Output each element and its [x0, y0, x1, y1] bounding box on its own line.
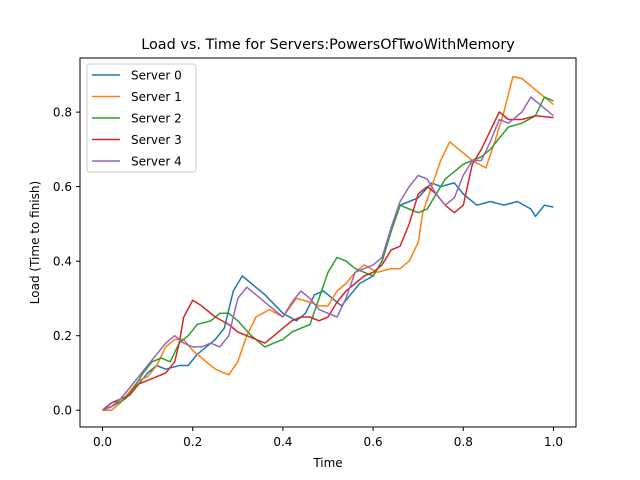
x-tick-label: 0.4: [273, 435, 292, 449]
x-tick-label: 0.2: [183, 435, 202, 449]
series-line-server-3: [102, 111, 554, 411]
y-axis-title: Load (Time to finish): [28, 181, 42, 304]
x-axis-title: Time: [312, 456, 342, 470]
x-axis: 0.0 0.2 0.4 0.6 0.8 1.0: [93, 427, 563, 449]
legend-label: Server 0: [131, 68, 182, 82]
y-tick-label: 0.0: [53, 404, 72, 418]
chart-title: Load vs. Time for Servers:PowersOfTwoWit…: [141, 37, 515, 53]
x-tick-label: 0.8: [454, 435, 473, 449]
legend-label: Server 1: [131, 90, 182, 104]
y-tick-label: 0.4: [53, 255, 72, 269]
legend-label: Server 4: [131, 154, 182, 168]
x-tick-label: 0.6: [364, 435, 383, 449]
y-tick-label: 0.8: [53, 105, 72, 119]
legend: Server 0 Server 1 Server 2 Server 3 Server 4: [86, 63, 197, 173]
axes-frame: [79, 57, 577, 428]
y-tick-label: 0.6: [53, 180, 72, 194]
series-line-server-1: [102, 75, 554, 411]
x-tick-label: 0.0: [93, 435, 112, 449]
x-tick-label: 1.0: [544, 435, 563, 449]
legend-label: Server 2: [131, 111, 182, 125]
plot-area: [102, 75, 554, 411]
y-axis: 0.0 0.2 0.4 0.6 0.8: [53, 105, 80, 418]
y-tick-label: 0.2: [53, 329, 72, 343]
series-line-server-4: [102, 96, 554, 411]
series-line-server-0: [102, 182, 554, 411]
legend-label: Server 3: [131, 133, 182, 147]
legend-box: [86, 63, 197, 173]
